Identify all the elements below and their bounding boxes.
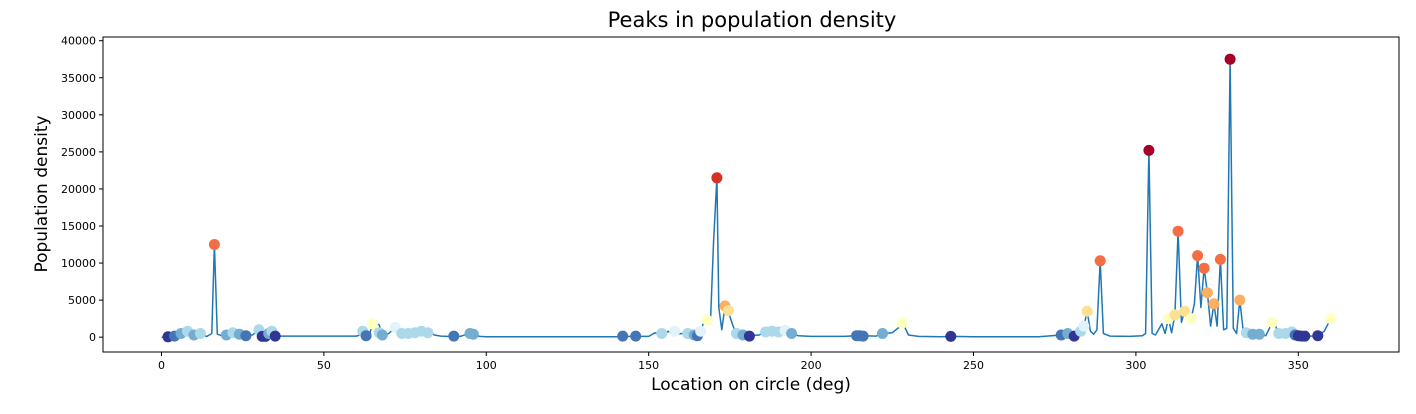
peak-point [1325,313,1337,325]
peak-point [1198,262,1210,274]
y-tick-label: 20000 [61,183,96,196]
y-tick-label: 5000 [68,294,96,307]
peak-point [367,318,379,330]
peak-point [1299,330,1311,342]
plot-area [161,53,1337,343]
axes-frame [102,36,1400,353]
peak-point [617,330,629,342]
peak-point [269,330,281,342]
peak-point [1266,316,1278,328]
x-tick-label: 350 [1288,359,1309,372]
peak-point [1081,305,1093,317]
peak-point [240,330,252,342]
peak-point [945,330,957,342]
peak-point [1208,298,1220,310]
y-tick-label: 25000 [61,146,96,159]
y-tick-label: 40000 [61,35,96,48]
peak-point [422,327,434,339]
y-tick-label: 30000 [61,109,96,122]
peak-point [1201,287,1213,299]
peak-point [467,328,479,340]
peak-point [1094,255,1106,267]
peak-point [896,317,908,329]
peak-point [1312,330,1324,342]
peak-point [360,330,372,342]
x-tick-label: 250 [963,359,984,372]
peak-point [1179,305,1191,317]
peak-point [1169,309,1181,321]
peak-point [656,328,668,339]
peak-point [448,330,460,342]
peak-point [722,305,734,316]
x-axis: 0 50 100 150 200 250 300 350 [158,352,1309,372]
y-tick-label: 0 [89,331,96,344]
x-tick-label: 100 [476,359,497,372]
peak-point [1185,313,1197,325]
density-line [161,58,1332,338]
peak-point [1192,250,1204,262]
y-tick-label: 15000 [61,220,96,233]
peak-point [630,330,642,342]
x-axis-label: Location on circle (deg) [651,375,851,395]
x-tick-label: 200 [801,359,822,372]
y-tick-label: 10000 [61,257,96,270]
x-tick-label: 300 [1125,359,1146,372]
y-axis-label: Population density [32,115,52,272]
peak-point [1224,53,1236,65]
peak-point [1078,320,1090,332]
peak-point [669,325,681,337]
peak-point [376,329,388,341]
peak-point [1214,253,1226,265]
peak-point [1143,144,1155,156]
peak-point [208,239,220,250]
peak-point [1172,225,1184,237]
peak-point [1253,328,1265,340]
peak-point [194,328,206,339]
x-tick-label: 150 [638,359,659,372]
x-tick-label: 50 [317,359,331,372]
y-axis: 0 5000 10000 15000 20000 25000 30000 35000 40000 [61,35,103,344]
peak-point [711,172,723,184]
peak-point [786,328,798,339]
y-tick-label: 35000 [61,72,96,85]
peak-point [1234,294,1246,306]
x-tick-label: 0 [158,359,165,372]
peak-point [857,330,869,342]
peak-point [695,325,707,337]
chart-title: Peaks in population density [608,8,897,32]
peak-point [701,314,713,326]
peak-point [877,328,888,339]
peak-point [743,330,755,342]
